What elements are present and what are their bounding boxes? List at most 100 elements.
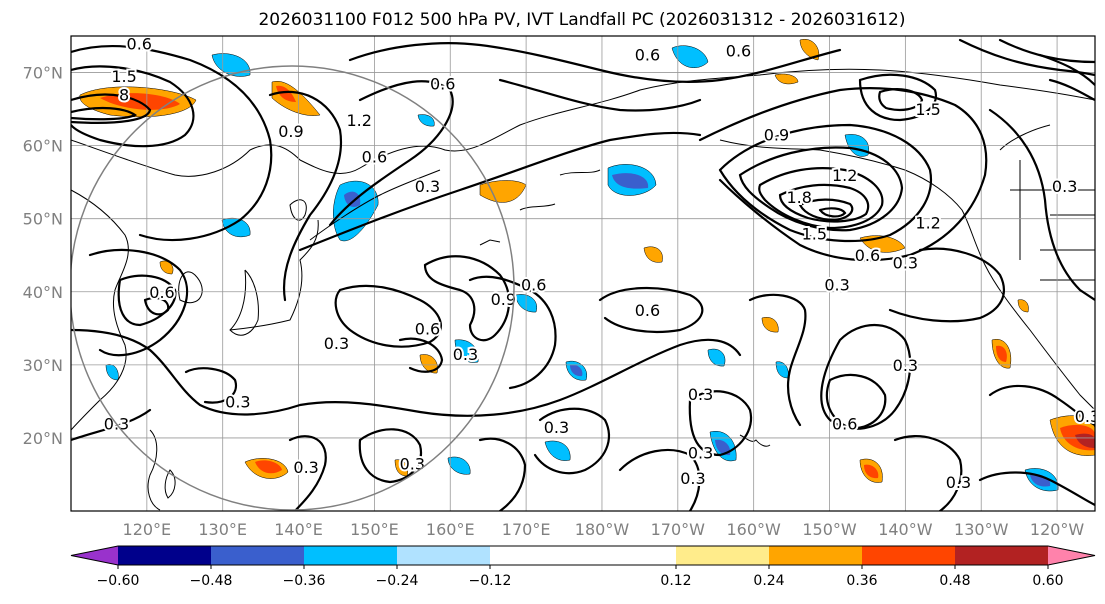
- shade-patch: [1017, 299, 1029, 313]
- contour-line: [858, 73, 938, 122]
- contour-line: [1038, 53, 1095, 102]
- lon-tick-label: 170°E: [502, 520, 551, 539]
- colorbar-tick-label: 0.12: [660, 573, 691, 589]
- coastline: [309, 169, 441, 241]
- contour-label: 0.6: [362, 148, 387, 167]
- contour-line: [718, 123, 933, 243]
- contour-label: 0.6: [149, 283, 174, 302]
- contour-line: [71, 44, 273, 242]
- lon-tick-label: 140°W: [878, 520, 933, 539]
- contour-label: 0.3: [544, 418, 569, 437]
- colorbar-tick-label: −0.48: [190, 573, 233, 589]
- contour-line: [143, 296, 170, 316]
- contour-line: [298, 131, 702, 252]
- shade-patch: [761, 317, 779, 333]
- contour-line: [698, 87, 988, 262]
- contour-label: 0.3: [1075, 407, 1100, 426]
- lon-tick-label: 170°W: [651, 520, 706, 539]
- contour-label: 0.3: [1052, 177, 1077, 196]
- contour-line: [825, 373, 887, 430]
- contour-label: 1.5: [111, 67, 136, 86]
- contour-line: [688, 390, 753, 457]
- contour-label: 0.9: [278, 122, 303, 141]
- shade-patch: [643, 246, 663, 263]
- contour-label: 1.2: [832, 166, 857, 185]
- contour-label: 1.2: [915, 213, 940, 232]
- coastline: [71, 189, 129, 431]
- contour-label: 0.3: [893, 356, 918, 375]
- shade-patch: [221, 217, 251, 238]
- latitude-ticks: 70°N 60°N 50°N 40°N 30°N 20°N: [23, 64, 63, 448]
- shade-patch: [864, 464, 879, 479]
- contour-line: [398, 337, 444, 373]
- lon-tick-label: 160°E: [426, 520, 475, 539]
- map-frame: [70, 35, 1096, 512]
- contour-label: 0.3: [453, 345, 478, 364]
- contour-label: 0.3: [293, 458, 318, 477]
- shade-patch: [544, 440, 571, 461]
- contour-label: 0.3: [893, 254, 918, 273]
- lat-tick-label: 60°N: [23, 137, 63, 156]
- reference-circle: [71, 65, 515, 511]
- contour-label: 0.6: [430, 75, 455, 94]
- contour-label: 0.6: [521, 275, 546, 294]
- colorbar-tick-label: 0.24: [753, 573, 784, 589]
- lon-tick-label: 160°W: [726, 520, 781, 539]
- contour-line: [358, 428, 423, 484]
- contour-label: 0.6: [832, 414, 857, 433]
- colorbar-tick-label: −0.12: [469, 573, 512, 589]
- contour-line: [71, 328, 742, 417]
- coastline: [71, 68, 1095, 177]
- shade-patch: [799, 38, 820, 61]
- colorbar-tick-label: 0.60: [1032, 573, 1063, 589]
- contour-line: [533, 407, 610, 475]
- colorbar-tick-label: 0.36: [846, 573, 877, 589]
- contour-line: [184, 367, 238, 404]
- colorbar-bin: [304, 546, 397, 565]
- coastline: [719, 139, 1095, 411]
- contour-line: [888, 247, 1006, 323]
- contour-line: [988, 108, 1095, 302]
- shade-patch: [344, 191, 361, 207]
- shade-patch: [1075, 433, 1095, 448]
- shade-patch: [276, 85, 296, 102]
- contour-label: 0.6: [127, 34, 152, 53]
- lat-tick-label: 50°N: [23, 210, 63, 229]
- pv-contours: [71, 38, 1095, 511]
- lon-tick-label: 130°W: [954, 520, 1009, 539]
- colorbar-bin: [118, 546, 211, 565]
- contour-label: 0.6: [415, 319, 440, 338]
- shade-patch: [417, 114, 435, 127]
- contour-label: 1.8: [786, 188, 811, 207]
- contour-line: [71, 93, 152, 124]
- colorbar-tick-label: −0.60: [97, 573, 140, 589]
- contour-label: 0.6: [635, 45, 660, 64]
- shade-patch: [715, 439, 731, 456]
- contour-label: 1.5: [802, 224, 827, 243]
- shade-patch: [612, 173, 649, 189]
- contour-label: 0.3: [324, 334, 349, 353]
- contour-label: 0.3: [688, 444, 713, 463]
- contour-line: [498, 78, 702, 112]
- contour-label: 0.3: [400, 455, 425, 474]
- shade-patch: [255, 460, 282, 474]
- lon-tick-label: 150°W: [802, 520, 857, 539]
- colorbar-bin: [955, 546, 1048, 565]
- contour-line: [878, 88, 924, 111]
- contour-label: 1.2: [347, 111, 372, 130]
- contour-label: 0.3: [225, 392, 250, 411]
- contour-label: 0.9: [491, 290, 516, 309]
- contour-label: 0.3: [946, 473, 971, 492]
- coastline: [229, 269, 259, 336]
- contour-line: [818, 207, 847, 218]
- colorbar-extend-high: [1048, 546, 1095, 565]
- contour-label: 0.6: [726, 42, 751, 61]
- contour-line: [820, 323, 912, 430]
- contour-line: [748, 293, 807, 427]
- contour-line: [71, 408, 152, 442]
- contour-label: 1.5: [915, 100, 940, 119]
- shade-patch: [996, 345, 1007, 362]
- shade-patch: [211, 53, 251, 77]
- contour-label: 0.3: [824, 275, 849, 294]
- contour-line: [334, 284, 442, 348]
